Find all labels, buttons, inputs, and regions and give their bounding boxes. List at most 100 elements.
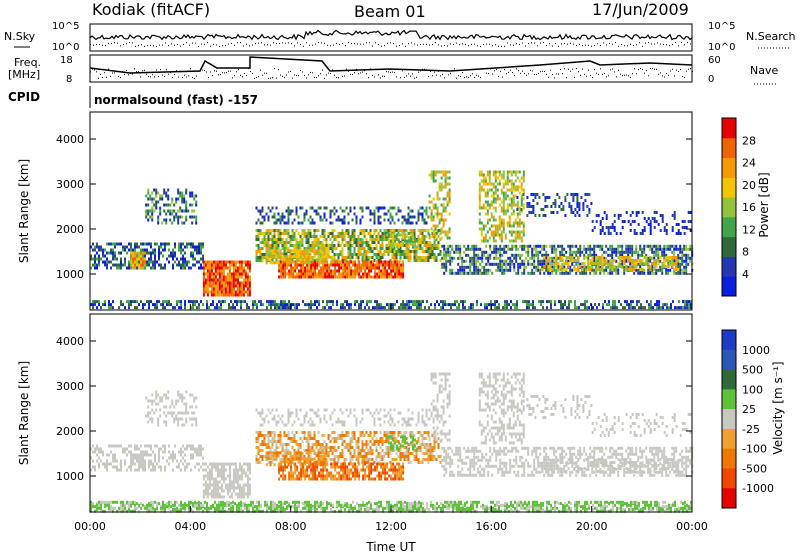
- power-cell: [374, 263, 377, 267]
- power-cell: [189, 191, 192, 195]
- power-cell: [118, 266, 120, 270]
- power-cell: [244, 281, 247, 285]
- power-cell: [441, 262, 444, 266]
- power-cell: [510, 203, 513, 207]
- power-cell: [540, 300, 542, 304]
- power-cell: [374, 266, 377, 270]
- power-cell: [195, 218, 198, 222]
- power-cell: [400, 306, 402, 310]
- power-cell: [608, 300, 610, 304]
- power-cell: [617, 268, 620, 272]
- power-cell: [398, 233, 400, 237]
- power-cell: [208, 266, 211, 270]
- power-cell: [559, 256, 562, 259]
- power-cell: [345, 206, 348, 210]
- nsearch-dot: [222, 45, 223, 47]
- power-cell: [425, 250, 428, 253]
- power-cell: [504, 182, 507, 186]
- nave-dot: [332, 69, 333, 71]
- nave-dot: [244, 73, 245, 74]
- power-cell: [599, 244, 602, 248]
- power-cell: [296, 263, 299, 267]
- nsearch-dot: [99, 44, 100, 45]
- power-cell: [94, 303, 96, 307]
- velocity-cell: [206, 505, 208, 509]
- power-cell: [607, 253, 610, 257]
- power-cell: [516, 224, 519, 228]
- power-cell: [539, 244, 542, 248]
- power-cell: [321, 249, 324, 253]
- power-cell: [415, 256, 418, 259]
- power-cell: [147, 218, 150, 222]
- power-cell: [218, 260, 221, 264]
- power-cell: [577, 262, 580, 266]
- power-cell: [140, 242, 142, 246]
- power-cell: [368, 260, 371, 264]
- power-cell: [186, 260, 188, 264]
- velocity-cell: [348, 508, 350, 512]
- power-cell: [160, 263, 162, 267]
- power-cell: [134, 257, 137, 261]
- power-cell: [519, 253, 522, 257]
- power-cell: [421, 241, 424, 244]
- power-cell: [440, 176, 443, 180]
- power-cell: [325, 261, 328, 265]
- power-cell: [402, 260, 405, 264]
- power-cell: [553, 256, 556, 260]
- power-cell: [255, 259, 258, 262]
- power-cell: [673, 250, 676, 254]
- power-cell: [313, 255, 316, 259]
- nave-dot: [376, 69, 377, 71]
- power-cell: [364, 275, 367, 279]
- power-cell: [433, 238, 436, 241]
- nsearch-dot: [513, 44, 514, 46]
- power-cell: [206, 300, 208, 304]
- power-cell: [583, 271, 586, 275]
- velocity-cell: [372, 508, 374, 512]
- nave-dot: [374, 76, 375, 78]
- power-cell: [169, 203, 172, 207]
- nsearch-dot: [672, 44, 673, 46]
- power-cell: [381, 253, 384, 256]
- power-cell: [574, 214, 577, 217]
- power-cell: [478, 185, 481, 189]
- nsearch-dot: [249, 45, 250, 47]
- power-cell: [423, 221, 426, 225]
- power-cell: [507, 244, 510, 248]
- power-cell: [639, 265, 642, 269]
- power-cell: [144, 248, 146, 252]
- nave-dot: [320, 73, 321, 75]
- power-cell: [576, 211, 579, 214]
- power-cell: [511, 262, 514, 266]
- power-cell: [399, 250, 402, 253]
- power-cell: [483, 271, 486, 275]
- power-cell: [547, 256, 550, 259]
- nave-dot: [456, 77, 457, 79]
- power-cell: [396, 272, 399, 276]
- power-cell: [551, 247, 554, 251]
- power-cell: [572, 199, 575, 202]
- power-cell: [265, 229, 268, 232]
- power-cell: [500, 233, 503, 237]
- nave-dot: [602, 73, 603, 75]
- power-cell: [667, 265, 670, 268]
- power-cell: [631, 211, 634, 214]
- power-cell: [200, 245, 202, 249]
- power-cell: [422, 300, 424, 304]
- power-cell: [387, 253, 390, 256]
- power-cell: [212, 287, 215, 291]
- nave-dot: [586, 75, 587, 77]
- power-cell: [280, 260, 283, 264]
- power-cell: [337, 215, 340, 219]
- power-cell: [403, 256, 406, 259]
- power-cell: [323, 238, 326, 241]
- power-cell: [523, 244, 526, 248]
- power-cell: [655, 271, 658, 275]
- power-cell: [634, 306, 636, 310]
- power-cell: [645, 259, 648, 262]
- nsearch-dot: [408, 43, 409, 45]
- power-cell: [363, 256, 366, 259]
- power-cell: [651, 265, 654, 269]
- power-cell: [187, 209, 190, 213]
- power-cell: [459, 244, 462, 248]
